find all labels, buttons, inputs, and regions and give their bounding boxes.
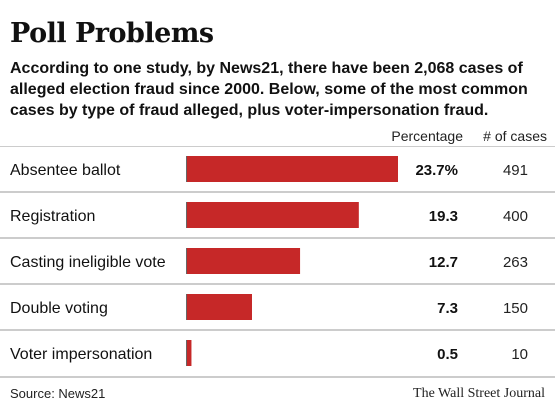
bar [187,156,398,182]
case-count: 400 [503,208,528,225]
percentage-value: 19.3 [429,208,458,225]
publisher-credit: The Wall Street Journal [413,386,545,401]
chart-subtitle: According to one study, by News21, there… [10,60,528,119]
bar [187,248,301,274]
bar [187,340,192,366]
bar [187,202,359,228]
bar [187,294,252,320]
case-count: 263 [503,254,528,271]
chart-title: Poll Problems [10,18,214,49]
cases-column-header: # of cases [483,128,547,144]
percentage-value: 0.5 [437,346,458,363]
category-label: Casting ineligible vote [10,254,166,271]
percentage-value: 12.7 [429,254,458,271]
case-count: 150 [503,300,528,317]
category-label: Registration [10,208,95,225]
case-count: 10 [511,346,528,363]
category-label: Absentee ballot [10,162,121,179]
percentage-value: 23.7% [415,162,458,179]
percentage-value: 7.3 [437,300,458,317]
category-label: Voter impersonation [10,346,152,363]
source-note: Source: News21 [10,386,106,401]
bar-chart: Absentee ballot 23.7% 491 Registration 19.3 4… [0,146,555,378]
percentage-column-header: Percentage [391,128,463,144]
category-label: Double voting [10,300,108,317]
case-count: 491 [503,162,528,179]
